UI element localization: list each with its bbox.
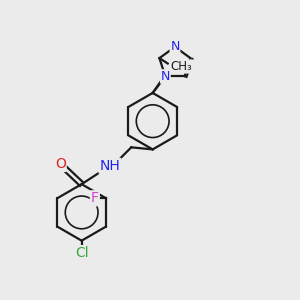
Text: CH₃: CH₃ — [171, 60, 193, 73]
Text: NH: NH — [100, 159, 120, 173]
Text: N: N — [161, 70, 170, 83]
Text: F: F — [91, 191, 99, 205]
Text: N: N — [170, 40, 180, 53]
Text: O: O — [55, 157, 66, 171]
Text: Cl: Cl — [75, 246, 88, 260]
